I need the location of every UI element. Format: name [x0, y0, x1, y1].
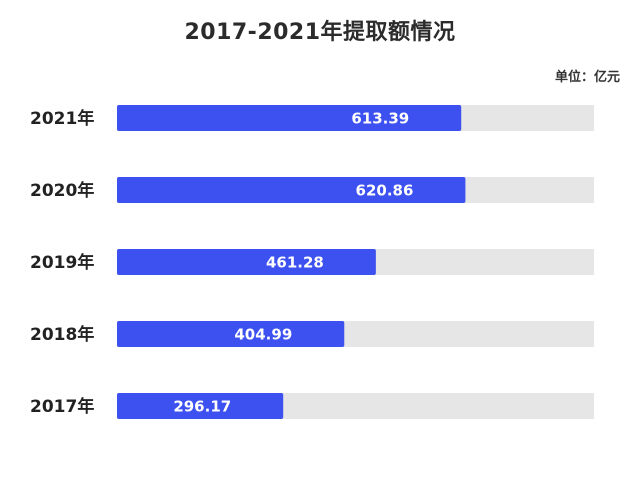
bar: [117, 177, 466, 203]
year-label: 2018年: [30, 324, 94, 345]
bar-value-label: 296.17: [173, 398, 231, 416]
bar-value-label: 404.99: [234, 326, 292, 344]
year-label: 2020年: [30, 180, 94, 201]
year-label: 2019年: [30, 252, 94, 273]
year-label: 2021年: [30, 108, 94, 129]
bar: [117, 393, 284, 419]
bar-value-label: 613.39: [351, 110, 409, 128]
bar: [117, 249, 376, 275]
unit-label: 单位：亿元: [554, 70, 620, 85]
bar-value-label: 461.28: [266, 254, 324, 272]
year-label: 2017年: [30, 396, 94, 417]
bar: [117, 105, 462, 131]
bar-value-label: 620.86: [356, 182, 414, 200]
bar: [117, 321, 345, 347]
chart-title: 2017-2021年提取额情况: [184, 20, 456, 45]
